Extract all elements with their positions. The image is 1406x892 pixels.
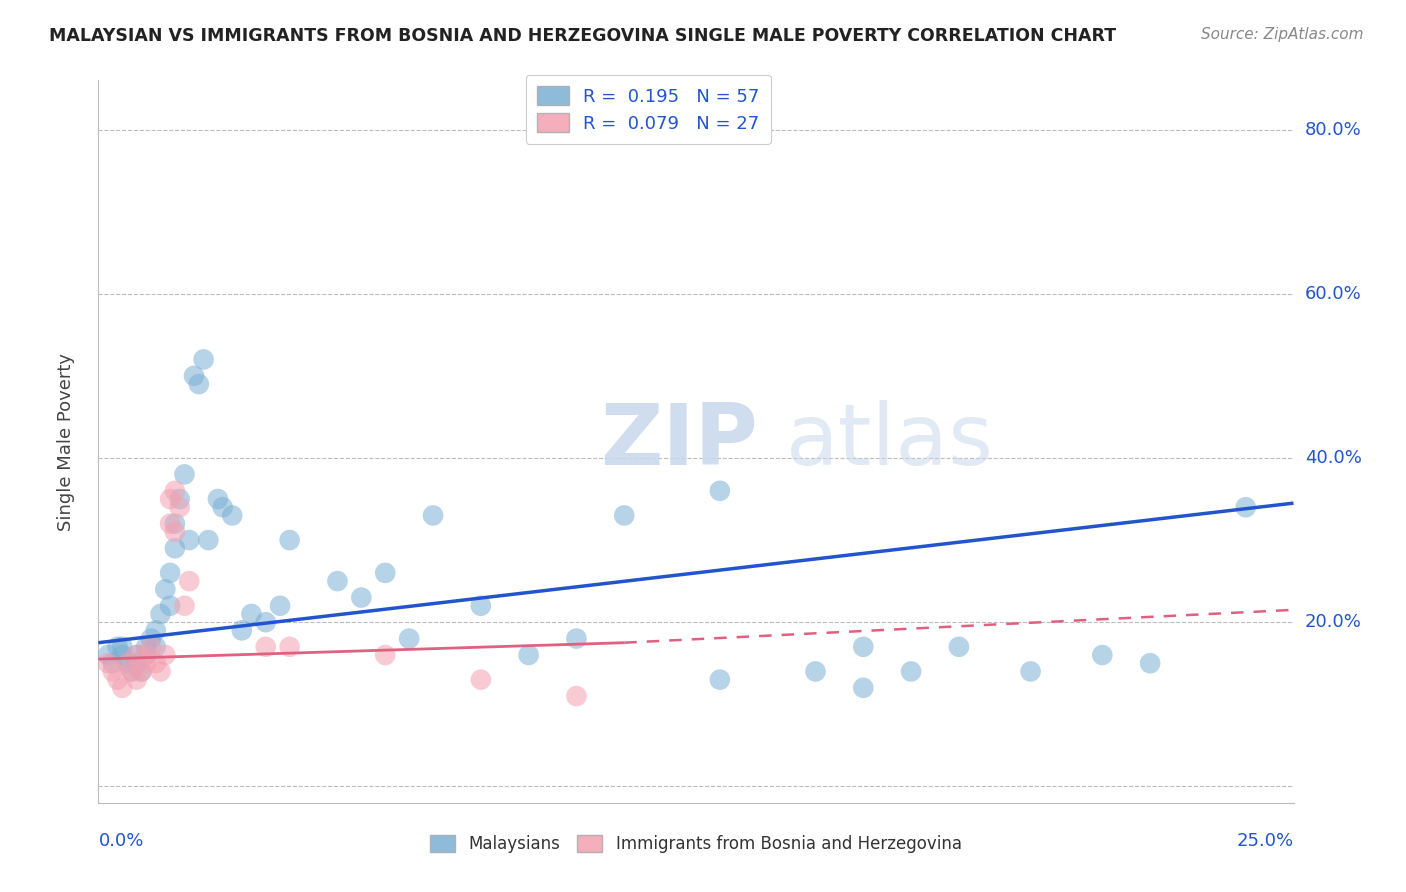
Point <box>709 673 731 687</box>
Point <box>111 648 134 662</box>
Text: Source: ZipAtlas.com: Source: ZipAtlas.com <box>1201 27 1364 42</box>
Point <box>125 648 148 662</box>
Point <box>179 533 201 547</box>
Y-axis label: Single Male Poverty: Single Male Poverty <box>56 352 75 531</box>
Point <box>900 665 922 679</box>
Point <box>139 640 162 654</box>
Point <box>125 648 148 662</box>
Point <box>254 615 277 630</box>
Point <box>350 591 373 605</box>
Point <box>517 648 540 662</box>
Point <box>804 665 827 679</box>
Text: MALAYSIAN VS IMMIGRANTS FROM BOSNIA AND HERZEGOVINA SINGLE MALE POVERTY CORRELAT: MALAYSIAN VS IMMIGRANTS FROM BOSNIA AND … <box>49 27 1116 45</box>
Point <box>115 657 138 671</box>
Point <box>121 665 143 679</box>
Text: atlas: atlas <box>786 400 994 483</box>
Point <box>149 665 172 679</box>
Point <box>163 524 186 539</box>
Point <box>125 657 148 671</box>
Point <box>107 640 129 654</box>
Point <box>231 624 253 638</box>
Point <box>159 566 181 580</box>
Point <box>709 483 731 498</box>
Text: 80.0%: 80.0% <box>1305 120 1361 138</box>
Point <box>131 665 153 679</box>
Point <box>145 640 167 654</box>
Point <box>173 467 195 482</box>
Point <box>97 657 120 671</box>
Point <box>111 640 134 654</box>
Point <box>145 624 167 638</box>
Point <box>398 632 420 646</box>
Point <box>852 681 875 695</box>
Point <box>278 640 301 654</box>
Point <box>97 648 120 662</box>
Point <box>269 599 291 613</box>
Point <box>169 500 191 515</box>
Point <box>139 632 162 646</box>
Point <box>1019 665 1042 679</box>
Point <box>422 508 444 523</box>
Point <box>135 640 157 654</box>
Point <box>135 648 157 662</box>
Point <box>565 689 588 703</box>
Point <box>470 599 492 613</box>
Point <box>254 640 277 654</box>
Point <box>115 657 138 671</box>
Point <box>173 599 195 613</box>
Point <box>159 516 181 531</box>
Point <box>197 533 219 547</box>
Point <box>948 640 970 654</box>
Point <box>159 491 181 506</box>
Point <box>565 632 588 646</box>
Text: 25.0%: 25.0% <box>1236 831 1294 850</box>
Point <box>1091 648 1114 662</box>
Point <box>163 516 186 531</box>
Point <box>135 657 157 671</box>
Point <box>111 681 134 695</box>
Point <box>131 665 153 679</box>
Point <box>107 673 129 687</box>
Text: ZIP: ZIP <box>600 400 758 483</box>
Point <box>193 352 215 367</box>
Point <box>187 377 209 392</box>
Point <box>374 566 396 580</box>
Point <box>155 582 177 597</box>
Point <box>1234 500 1257 515</box>
Point <box>470 673 492 687</box>
Point <box>374 648 396 662</box>
Point <box>163 483 186 498</box>
Point <box>278 533 301 547</box>
Point <box>101 665 124 679</box>
Point <box>211 500 233 515</box>
Point <box>179 574 201 588</box>
Point <box>613 508 636 523</box>
Point <box>135 648 157 662</box>
Point <box>159 599 181 613</box>
Text: 60.0%: 60.0% <box>1305 285 1361 302</box>
Point <box>101 657 124 671</box>
Point <box>155 648 177 662</box>
Point <box>1139 657 1161 671</box>
Point <box>145 657 167 671</box>
Point <box>326 574 349 588</box>
Point <box>149 607 172 621</box>
Legend: Malaysians, Immigrants from Bosnia and Herzegovina: Malaysians, Immigrants from Bosnia and H… <box>423 828 969 860</box>
Point <box>183 368 205 383</box>
Text: 0.0%: 0.0% <box>98 831 143 850</box>
Point <box>163 541 186 556</box>
Text: 20.0%: 20.0% <box>1305 613 1361 632</box>
Point <box>125 673 148 687</box>
Text: 40.0%: 40.0% <box>1305 449 1361 467</box>
Point <box>221 508 243 523</box>
Point <box>121 665 143 679</box>
Point <box>207 491 229 506</box>
Point <box>852 640 875 654</box>
Point <box>169 491 191 506</box>
Point <box>661 98 683 112</box>
Point <box>240 607 263 621</box>
